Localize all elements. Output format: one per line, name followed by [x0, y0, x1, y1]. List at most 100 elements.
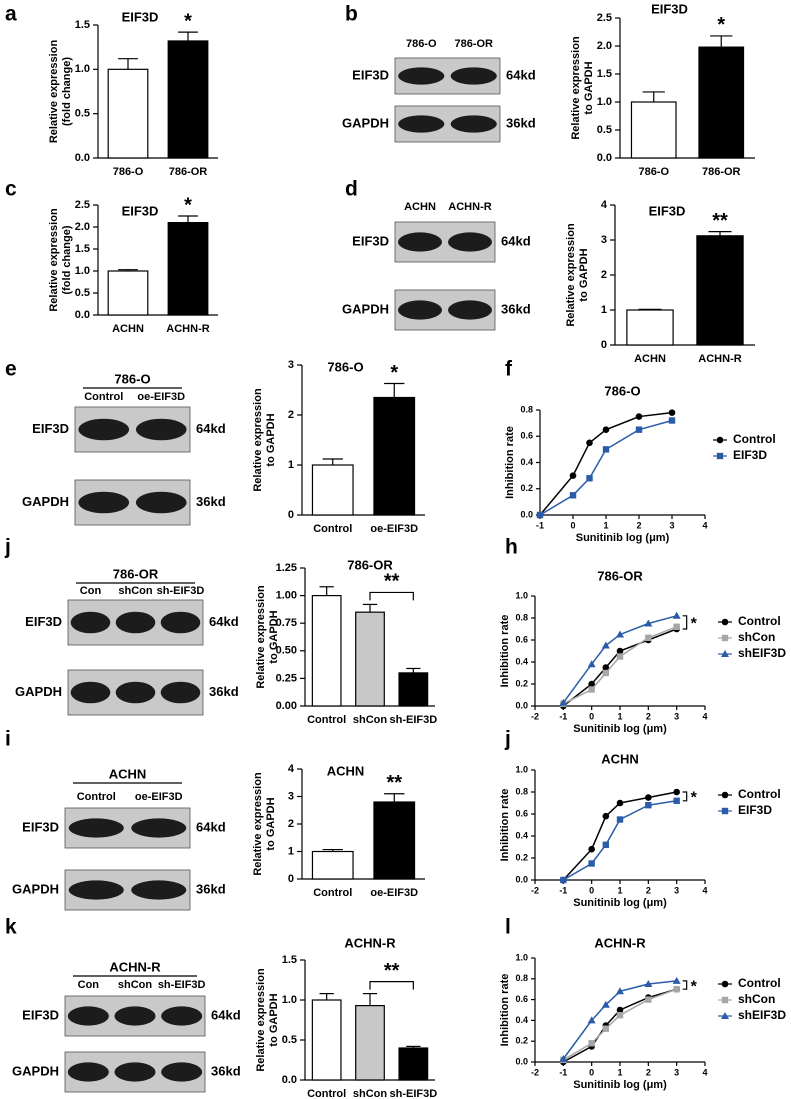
y-axis-label: Inhibition rate — [499, 615, 511, 688]
marker — [616, 1012, 624, 1019]
y-tick-label: 1.5 — [75, 19, 90, 31]
y-axis-label: Relative expression — [255, 968, 267, 1072]
marker — [721, 1012, 729, 1019]
x-tick-label: oe-EIF3D — [370, 887, 418, 899]
marker — [616, 1006, 624, 1014]
bar — [398, 672, 429, 707]
x-tick-label: 0 — [589, 885, 594, 895]
marker — [616, 987, 624, 995]
y-axis-label: Relative expression — [252, 772, 264, 876]
blot-band — [68, 818, 124, 838]
marker — [721, 996, 729, 1004]
marker — [587, 1016, 596, 1024]
y-tick-label: 0 — [288, 873, 294, 885]
chart-title: ACHN-R — [594, 935, 646, 950]
lane-label: sh-EIF3D — [158, 979, 206, 991]
y-tick-label: 1.0 — [75, 265, 90, 277]
x-tick-label: 0 — [570, 520, 575, 530]
marker — [673, 623, 680, 630]
y-axis-label: Relative expression — [255, 585, 267, 689]
marker — [559, 698, 568, 706]
x-tick-label: ACHN-R — [698, 353, 741, 365]
blot-band — [398, 67, 445, 85]
y-tick-label: 2 — [288, 818, 294, 830]
significance: * — [691, 978, 698, 995]
series-line — [562, 628, 677, 707]
panel-letter: a — [5, 3, 17, 26]
blot-group: ACHN — [109, 766, 147, 781]
y-tick-label: 0.5 — [75, 287, 90, 299]
bar — [630, 101, 677, 159]
panel-letter: j — [504, 728, 511, 751]
blot-band — [448, 232, 492, 252]
marker — [673, 788, 680, 796]
series-line — [562, 980, 677, 1060]
protein-label: GAPDH — [12, 881, 59, 896]
y-tick-label: 0.4 — [515, 656, 528, 666]
y-tick-label: 1 — [288, 459, 294, 471]
blot-band — [398, 115, 445, 133]
legend-label: shCon — [738, 630, 775, 644]
x-tick-label: sh-EIF3D — [389, 1088, 437, 1099]
size-label: 64kd — [196, 421, 226, 436]
panel-letter: l — [505, 916, 511, 939]
x-tick-label: 3 — [674, 711, 679, 721]
protein-label: EIF3D — [22, 1007, 59, 1022]
marker — [602, 669, 610, 677]
lane-label: oe-EIF3D — [137, 391, 185, 403]
lane-label: Control — [77, 791, 116, 803]
marker — [602, 841, 610, 848]
y-tick-label: 2.5 — [597, 12, 612, 24]
y-tick-label: 1.0 — [515, 764, 528, 774]
protein-label: EIF3D — [25, 614, 62, 629]
x-tick-label: 2 — [636, 520, 641, 530]
y-tick-label: 0.50 — [276, 645, 297, 657]
x-tick-label: 786-O — [113, 166, 144, 178]
bar — [167, 222, 209, 316]
y-tick-label: 0.6 — [520, 431, 533, 441]
x-tick-label: -1 — [559, 1067, 567, 1077]
y-tick-label: 0.0 — [75, 309, 90, 321]
y-axis-label: to GAPDH — [578, 248, 590, 301]
marker — [588, 1040, 595, 1047]
x-tick-label: 4 — [702, 711, 707, 721]
x-tick-label: shCon — [353, 714, 388, 726]
significance: ** — [384, 571, 400, 593]
blot-band — [114, 1006, 156, 1026]
lane-label: oe-EIF3D — [135, 791, 183, 803]
x-tick-label: -2 — [531, 885, 539, 895]
panel-letter: j — [4, 536, 11, 559]
x-tick-label: 4 — [702, 1067, 707, 1077]
marker — [672, 611, 681, 619]
size-label: 36kd — [196, 494, 226, 509]
size-label: 36kd — [506, 115, 536, 130]
series-line — [539, 411, 673, 516]
marker — [721, 634, 729, 642]
marker — [602, 446, 610, 453]
y-axis-label: Relative expression — [570, 36, 582, 140]
marker — [601, 1000, 610, 1008]
lane-label: Con — [78, 979, 100, 991]
marker — [645, 802, 652, 809]
y-tick-label: 2 — [288, 409, 294, 421]
lane-label: shCon — [118, 585, 153, 597]
legend-label: shCon — [738, 992, 775, 1006]
marker — [560, 876, 567, 884]
series-line — [562, 988, 677, 1061]
y-axis-label: Relative expression — [48, 40, 60, 144]
chart-title: 786-O — [604, 383, 640, 398]
x-tick-label: 3 — [674, 1067, 679, 1077]
panel-letter: d — [345, 178, 358, 201]
y-axis-label: to GAPDH — [265, 797, 277, 850]
y-tick-label: 0 — [288, 509, 294, 521]
marker — [588, 845, 595, 853]
chart-title: EIF3D — [651, 1, 688, 16]
significance: * — [691, 616, 698, 633]
significance-bracket — [682, 615, 688, 630]
significance: * — [390, 362, 398, 384]
lane-label: shCon — [118, 979, 153, 991]
x-tick-label: -1 — [559, 885, 567, 895]
legend-label: Control — [738, 976, 781, 990]
marker — [587, 660, 596, 668]
legend-label: shEIF3D — [738, 646, 786, 660]
